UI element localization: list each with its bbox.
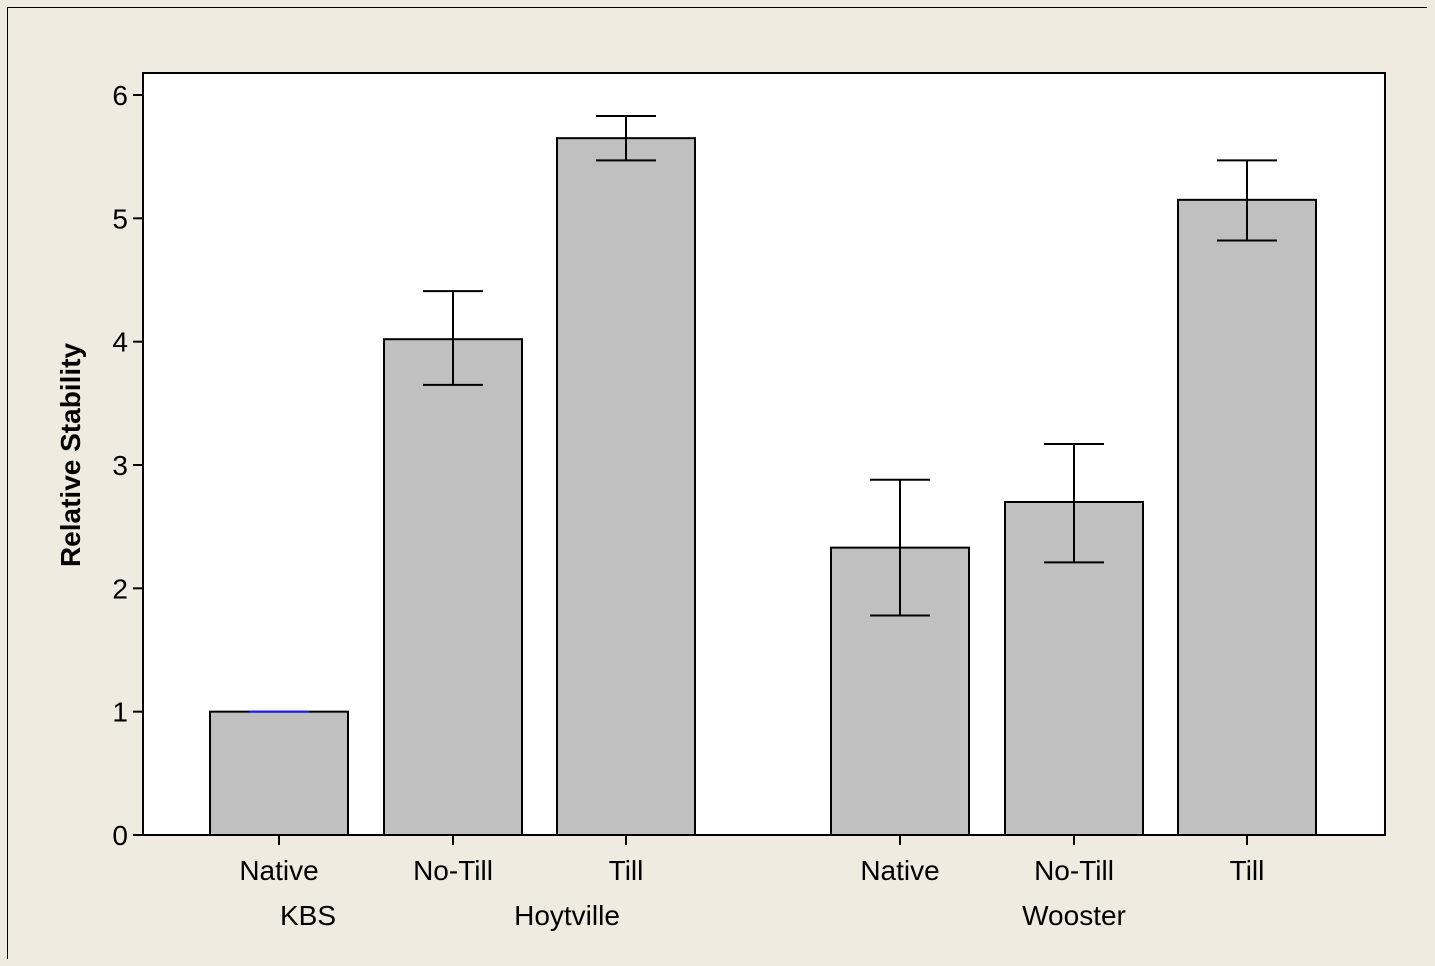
y-tick-label-4: 4	[112, 327, 128, 358]
y-tick-label-5: 5	[112, 203, 128, 234]
group-label-2: Wooster	[1022, 900, 1126, 931]
y-tick-label-6: 6	[112, 80, 128, 111]
x-tick-label-2: Till	[609, 855, 644, 886]
group-label-0: KBS	[280, 900, 336, 931]
x-tick-label-5: Till	[1230, 855, 1265, 886]
x-tick-label-4: No-Till	[1034, 855, 1114, 886]
y-tick-label-3: 3	[112, 450, 128, 481]
x-axis: Native No-Till Till Native No-Till Till KBS Hoy…	[239, 835, 1264, 931]
x-tick-label-3: Native	[860, 855, 939, 886]
y-tick-label-1: 1	[112, 697, 128, 728]
x-tick-label-1: No-Till	[413, 855, 493, 886]
y-axis: 0 1 2 3 4 5 6	[112, 80, 143, 851]
figure-border	[7, 7, 1427, 959]
bar-0	[209, 710, 349, 837]
group-label-1: Hoytville	[514, 900, 620, 931]
y-tick-label-2: 2	[112, 573, 128, 604]
bar-1	[383, 338, 523, 836]
bars-layer	[209, 137, 1317, 837]
bar-2	[556, 137, 696, 836]
bar-5	[1177, 198, 1317, 837]
y-axis-label: Relative Stability	[55, 343, 86, 568]
x-tick-label-0: Native	[239, 855, 318, 886]
error-bars-layer	[249, 114, 1277, 713]
y-tick-label-0: 0	[112, 820, 128, 851]
